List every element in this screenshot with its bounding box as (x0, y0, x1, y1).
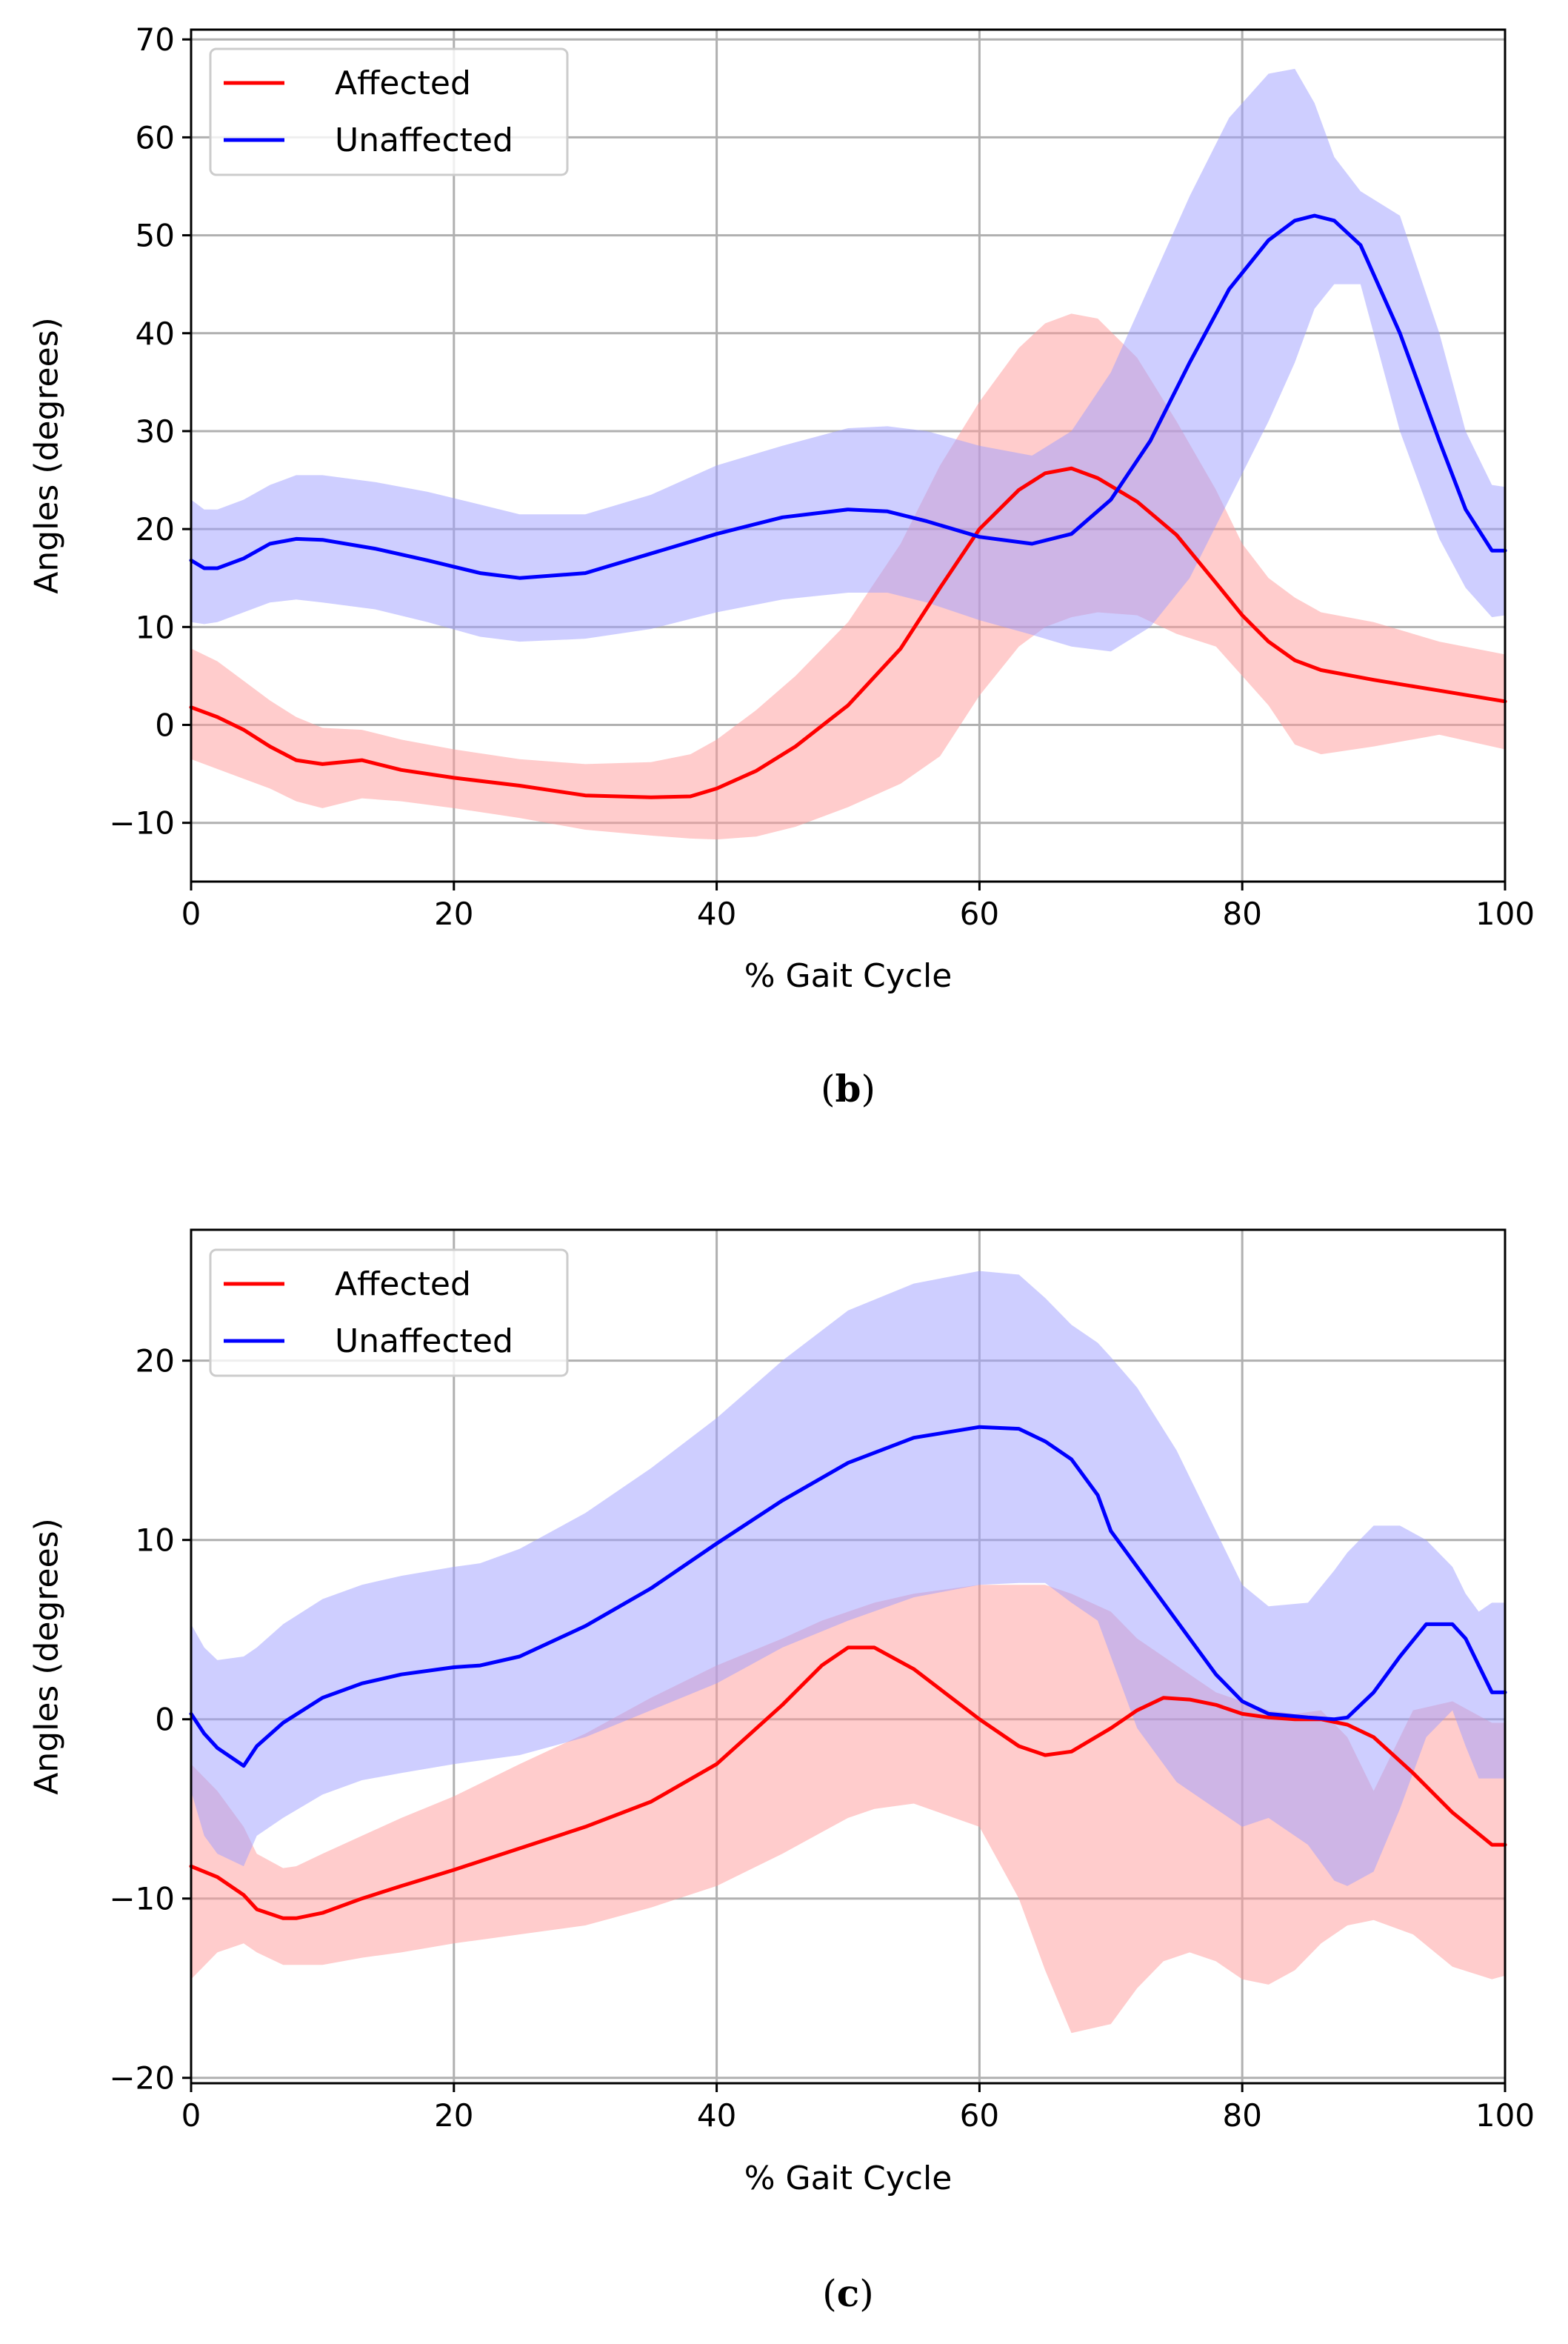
y-tick-label: 70 (136, 21, 175, 58)
band-unaffected (191, 1271, 1505, 1886)
legend-box (209, 47, 569, 176)
x-tick-label: 0 (181, 2097, 201, 2134)
y-tick-label: −20 (109, 2060, 175, 2097)
legend: Affected Unaffected (209, 1248, 569, 1377)
panel-caption-letter: b (835, 1067, 861, 1111)
series-line-unaffected (189, 1425, 1507, 1768)
series-line-unaffected (189, 213, 1507, 580)
y-tick-label: 10 (136, 1522, 175, 1559)
y-tick-label: 60 (136, 119, 175, 156)
x-axis-label: % Gait Cycle (744, 2160, 953, 2197)
x-tick-label: 40 (697, 2097, 736, 2134)
legend-box (209, 1248, 569, 1377)
x-tick-label: 60 (960, 896, 999, 932)
y-tick-label: 40 (136, 316, 175, 352)
y-tick-label: 0 (155, 707, 175, 744)
legend-label-affected: Affected (335, 1265, 471, 1303)
legend-label-unaffected: Unaffected (335, 1322, 513, 1360)
x-tick-label: 20 (434, 896, 473, 932)
x-tick-label: 40 (697, 896, 736, 932)
y-tick-label: 0 (155, 1702, 175, 1738)
series-line-affected (189, 466, 1507, 799)
x-tick-label: 80 (1222, 896, 1261, 932)
plot-frame (190, 28, 1507, 883)
legend-label-affected: Affected (335, 64, 471, 102)
y-tick-label: 50 (136, 218, 175, 254)
panel-caption-letter: c (837, 2271, 859, 2315)
panel-caption: (b) (821, 1067, 875, 1111)
x-tick-label: 0 (181, 896, 201, 932)
legend-label-unaffected: Unaffected (335, 121, 513, 159)
x-tick-label: 100 (1475, 2097, 1535, 2134)
x-tick-label: 20 (434, 2097, 473, 2134)
x-tick-label: 100 (1475, 896, 1535, 932)
y-tick-label: −10 (109, 805, 175, 842)
y-tick-label: 10 (136, 609, 175, 645)
panel-caption: (c) (822, 2271, 873, 2315)
legend: Affected Unaffected (209, 47, 569, 176)
y-axis-label: Angles (degrees) (27, 1518, 65, 1795)
band-unaffected (191, 68, 1505, 652)
y-tick-label: −10 (109, 1881, 175, 1917)
plot-frame (190, 1228, 1507, 2085)
x-axis-label: % Gait Cycle (744, 957, 953, 995)
chart-panel-c: 0 20 40 60 80 100 −20 −10 0 10 20 % Gait Cycle Angle… (27, 1228, 1535, 2315)
y-tick-label: 20 (136, 1343, 175, 1379)
y-tick-label: 20 (136, 511, 175, 547)
y-axis-label: Angles (degrees) (27, 317, 65, 594)
chart-panel-b: 0 20 40 60 80 100 −10 0 10 20 30 40 50 60 70 % Gait Cyc… (27, 21, 1535, 1111)
x-tick-label: 60 (960, 2097, 999, 2134)
y-tick-label: 30 (136, 413, 175, 450)
x-tick-label: 80 (1222, 2097, 1261, 2134)
